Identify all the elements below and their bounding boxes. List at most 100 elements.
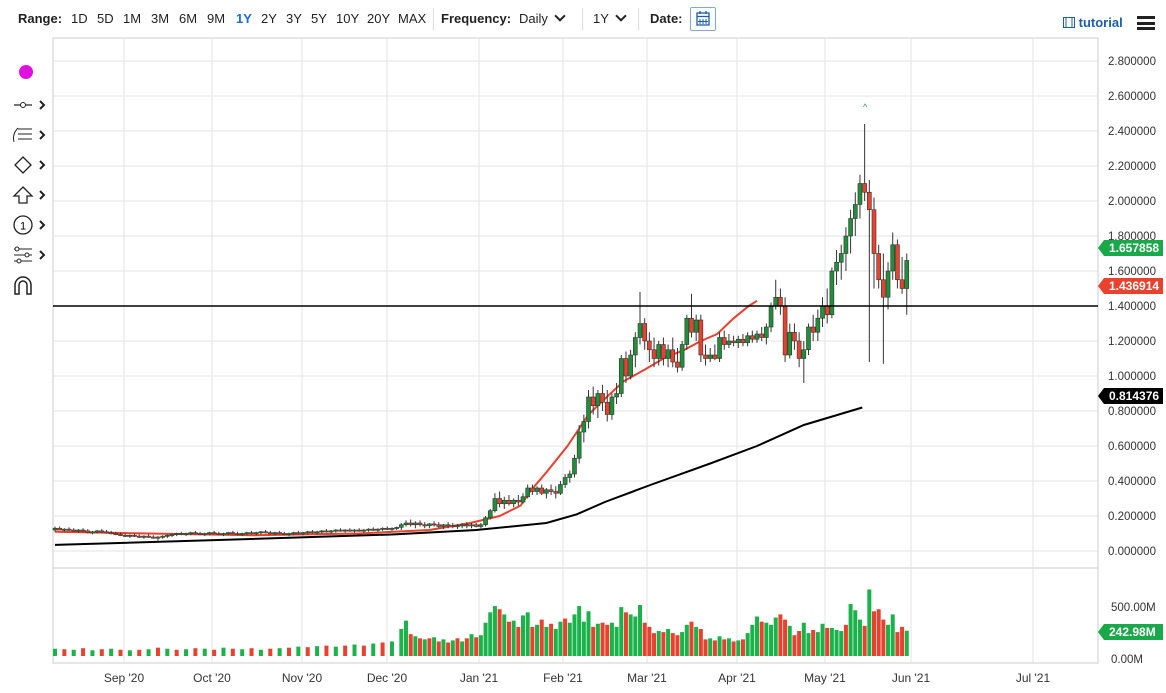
candle-body [310,531,315,534]
range-button-3y[interactable]: 3Y [286,11,302,26]
frequency-dropdown[interactable]: Daily [519,10,566,27]
candle-body [506,499,512,505]
range-button-1y[interactable]: 1Y [236,11,252,26]
volume-bar [783,619,788,656]
candle-body [473,524,479,527]
candle-body [202,533,208,536]
candle-body [698,319,704,356]
last-volume-label-text: 242.98M [1109,625,1156,639]
candle-body [146,535,151,538]
volume-bar [277,648,282,656]
crosshair-icon[interactable] [10,94,50,116]
candle-body [881,279,886,298]
chevron-down-icon [554,10,566,22]
volume-bar [834,630,839,656]
volume-bar [422,639,427,656]
range-button-6m[interactable]: 6M [179,11,198,26]
volume-bar [595,623,600,656]
volume-bar [418,638,423,656]
calendar-icon [696,11,710,26]
candle-body [62,528,67,531]
volume-bar [881,619,886,656]
candle-body [792,331,797,342]
volume-bar [862,625,867,656]
range-button-5d[interactable]: 5D [97,11,114,26]
candle-body [867,191,872,211]
x-tick-label: Feb '21 [543,671,583,685]
volume-bar [694,626,699,656]
y-tick-label: 2.600000 [1108,91,1156,103]
candle-body [628,354,633,377]
candle-body [207,532,212,535]
hamburger-menu-icon[interactable] [1137,16,1155,30]
last-price-label-text: 1.657858 [1109,241,1159,255]
candle-body [759,333,764,338]
range-button-max[interactable]: MAX [398,11,427,26]
volume-bar [829,627,834,656]
magnet-icon[interactable] [10,274,50,296]
volume-bar [755,616,759,656]
range-button-3m[interactable]: 3M [151,11,170,26]
candle-body [216,533,222,536]
candle-body [197,533,203,536]
candle-body [394,527,399,529]
volume-bar [773,617,778,656]
shapes-icon[interactable] [10,154,50,176]
volume-bar [605,624,610,656]
range-button-10y[interactable]: 10Y [336,11,360,26]
candle-body [169,534,175,536]
candle-body [352,529,357,532]
candle-body [347,529,353,532]
candle-body [464,524,470,527]
candle-body [286,533,292,536]
volume-bar [212,649,217,656]
volume-bar [680,632,685,656]
candle-body [810,326,816,333]
candle-body [904,260,910,289]
volume-bar [764,622,769,656]
candle-body [445,524,451,527]
volume-bar [352,644,357,656]
x-tick-label: Jan '21 [460,671,499,685]
period-dropdown[interactable]: 1Y [593,10,627,27]
candle-body [539,487,545,494]
candle-body [300,532,306,535]
price-panel [52,37,1099,569]
last-volume-label: 242.98M [1098,624,1163,640]
range-button-1d[interactable]: 1D [71,11,88,26]
pattern-tools-icon[interactable] [10,244,50,266]
y-tick-label: 2.000000 [1108,196,1156,208]
volume-bar [469,634,474,656]
volume-bar [820,623,825,656]
trend-tools-icon[interactable] [10,124,50,146]
y-tick-label: 0.000000 [1108,546,1156,558]
candle-body [707,354,713,359]
candle-body [703,354,708,359]
candle-body [165,534,170,537]
tutorial-link[interactable]: tutorial [1063,15,1123,30]
numbered-marker-icon[interactable]: 1 [10,214,50,236]
volume-bar [619,607,624,656]
candle-body [104,531,109,534]
volume-bar [642,622,647,656]
arrow-up-icon[interactable] [10,184,50,206]
candle-body [408,522,413,526]
range-button-1m[interactable]: 1M [123,11,142,26]
volume-bar [174,649,179,656]
color-picker-dot[interactable] [12,62,36,84]
volume-bar [478,635,483,656]
candle-body [642,323,647,342]
candle-body [848,218,853,237]
range-button-2y[interactable]: 2Y [261,11,277,26]
volume-bar [801,622,806,656]
candle-body [890,244,896,272]
candle-body [815,317,821,333]
volume-bar [712,640,717,656]
calendar-button[interactable] [690,7,716,31]
candle-body [661,344,666,359]
range-button-20y[interactable]: 20Y [367,11,391,26]
candle-body [651,349,657,359]
range-button-5y[interactable]: 5Y [311,11,327,26]
range-button-9m[interactable]: 9M [207,11,226,26]
